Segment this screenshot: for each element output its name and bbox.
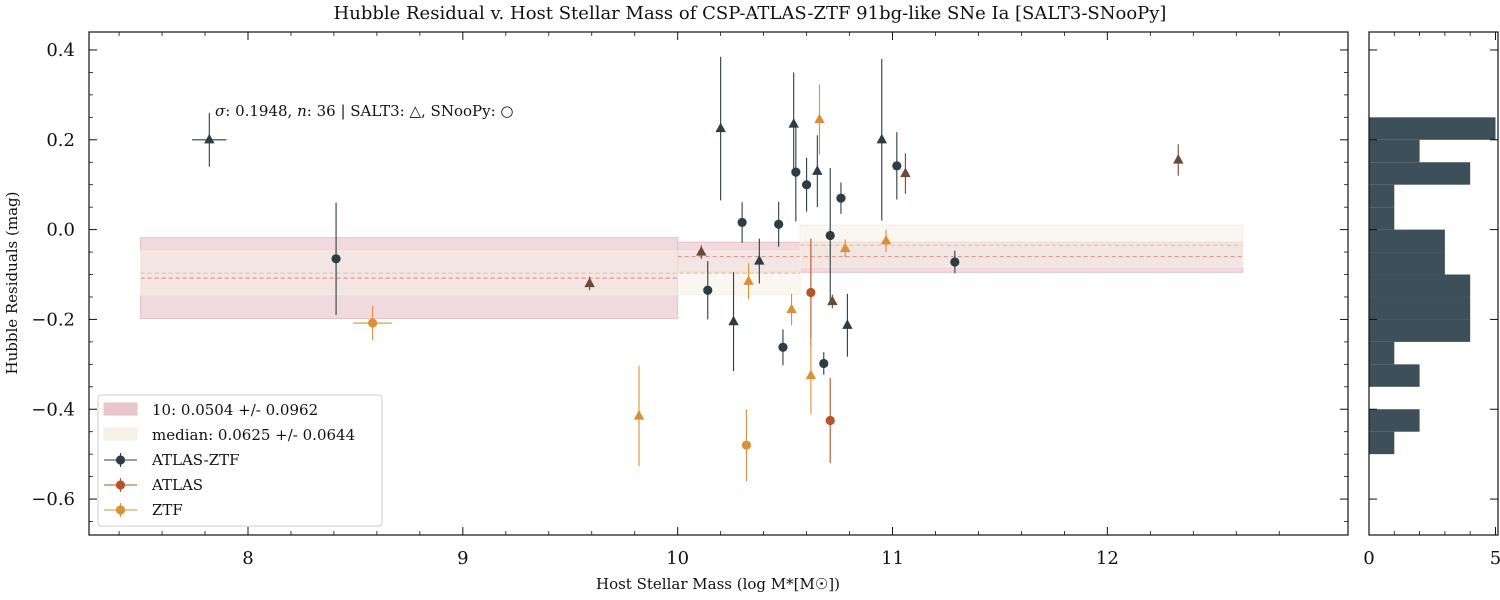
legend: 10: 0.0504 +/- 0.0962 median: 0.0625 +/- … (97, 394, 383, 527)
data-point-ztf (840, 242, 851, 253)
data-point-unlabeled (1173, 153, 1184, 164)
data-point-atlas-ztf (812, 165, 823, 175)
data-point-atlas-ztf (825, 230, 835, 241)
histogram-bar (1369, 184, 1395, 208)
data-point-atlas-ztf (801, 180, 812, 190)
stats-annotation: σ: 0.1948, n: 36 | SALT3: △, SNooPy: ○ (215, 102, 514, 120)
band-median (799, 224, 1244, 268)
x-tick-label: 10 (666, 548, 689, 569)
legend-marker (115, 505, 126, 515)
data-point-ztf (741, 440, 752, 450)
histogram-bar (1369, 229, 1445, 253)
legend-label: ZTF (152, 501, 183, 519)
y-tick-label: −0.2 (31, 309, 75, 330)
y-tick-label: 0.0 (46, 220, 75, 241)
data-point-ztf (743, 275, 754, 285)
histogram-frame (1368, 31, 1499, 536)
data-point-atlas-ztf (876, 133, 888, 144)
annotation-sigma-text: : 0.1948, (225, 102, 297, 120)
annotation-n-symbol: n (297, 102, 307, 120)
legend-label: ATLAS-ZTF (151, 451, 240, 469)
data-point-atlas-ztf (774, 219, 784, 229)
data-point-atlas-ztf (331, 254, 341, 264)
histogram-tick-label: 0 (1363, 548, 1374, 569)
data-point-atlas-ztf (788, 118, 799, 128)
data-point-atlas-ztf (204, 133, 215, 144)
legend-marker (115, 455, 126, 465)
data-point-unlabeled (900, 167, 911, 178)
data-point-ztf (805, 369, 817, 380)
y-tick-label: 0.4 (46, 40, 75, 61)
data-point-atlas-ztf (842, 319, 853, 329)
annotation-n-text: : 36 | SALT3: △, SNooPy: ○ (307, 102, 514, 120)
histogram-bar (1369, 139, 1420, 163)
histogram-bar (1369, 296, 1471, 320)
data-point-atlas (806, 287, 816, 298)
x-tick-label: 8 (242, 548, 253, 569)
data-point-atlas (825, 415, 835, 426)
histogram-bar (1369, 252, 1445, 275)
data-point-atlas-ztf (737, 217, 747, 228)
histogram-bar (1369, 341, 1395, 365)
x-axis-label: Host Stellar Mass (log M*[M☉]) (596, 575, 840, 593)
data-point-atlas-ztf (791, 167, 801, 177)
x-tick-label: 12 (1096, 548, 1119, 569)
legend-swatch (103, 427, 138, 441)
x-tick-label: 9 (457, 548, 468, 569)
main-plot-frame (88, 31, 1349, 536)
data-point-ztf (367, 318, 378, 328)
data-point-atlas-ztf (715, 122, 726, 133)
data-point-ztf (633, 409, 645, 420)
data-point-atlas-ztf (819, 358, 829, 369)
data-point-atlas-ztf (950, 257, 960, 267)
annotation-sigma-symbol: σ (215, 102, 226, 120)
x-tick-label: 11 (881, 548, 904, 569)
data-point-ztf (880, 234, 892, 245)
legend-swatch (103, 402, 138, 416)
legend-items: 10: 0.0504 +/- 0.0962 median: 0.0625 +/- … (103, 401, 355, 519)
y-tick-label: −0.6 (31, 489, 75, 510)
data-point-atlas-ztf (892, 161, 902, 171)
markers-layer (204, 113, 1184, 450)
legend-box (97, 394, 383, 527)
y-axis-label: Hubble Residuals (mag) (3, 192, 21, 375)
data-point-atlas-ztf (754, 255, 765, 265)
histogram-tick-label: 5 (1490, 548, 1500, 569)
data-point-ztf (814, 113, 825, 124)
histogram-bar (1369, 431, 1395, 455)
legend-marker (115, 480, 126, 490)
data-point-atlas-ztf (836, 193, 846, 203)
data-point-atlas-ztf (778, 342, 788, 352)
histogram-bar (1369, 117, 1496, 140)
y-tick-label: −0.4 (31, 399, 75, 420)
y-axis-ticks: 0.4 0.2 0.0 −0.2 −0.4 −0.6 (31, 40, 1348, 522)
histogram-bar (1369, 319, 1471, 342)
histogram-bar (1369, 364, 1420, 387)
histogram-bar (1369, 207, 1395, 230)
bands-layer (140, 224, 1244, 320)
data-point-unlabeled (696, 246, 707, 256)
histogram-bar (1369, 162, 1471, 185)
histogram-bars (1369, 117, 1496, 455)
histogram-bar (1369, 274, 1471, 297)
data-point-unlabeled (584, 277, 595, 288)
y-tick-label: 0.2 (46, 130, 75, 151)
legend-label: ATLAS (151, 476, 203, 494)
data-point-ztf (786, 303, 797, 314)
legend-label: median: 0.0625 +/- 0.0644 (152, 426, 355, 444)
histogram-bar (1369, 409, 1420, 432)
x-axis-ticks: 8 9 10 11 12 (118, 32, 1280, 569)
data-point-atlas-ztf (703, 285, 713, 295)
chart-title: Hubble Residual v. Host Stellar Mass of … (334, 3, 1167, 24)
data-point-unlabeled (827, 295, 838, 306)
data-point-atlas-ztf (728, 315, 739, 326)
legend-label: 10: 0.0504 +/- 0.0962 (152, 401, 318, 419)
